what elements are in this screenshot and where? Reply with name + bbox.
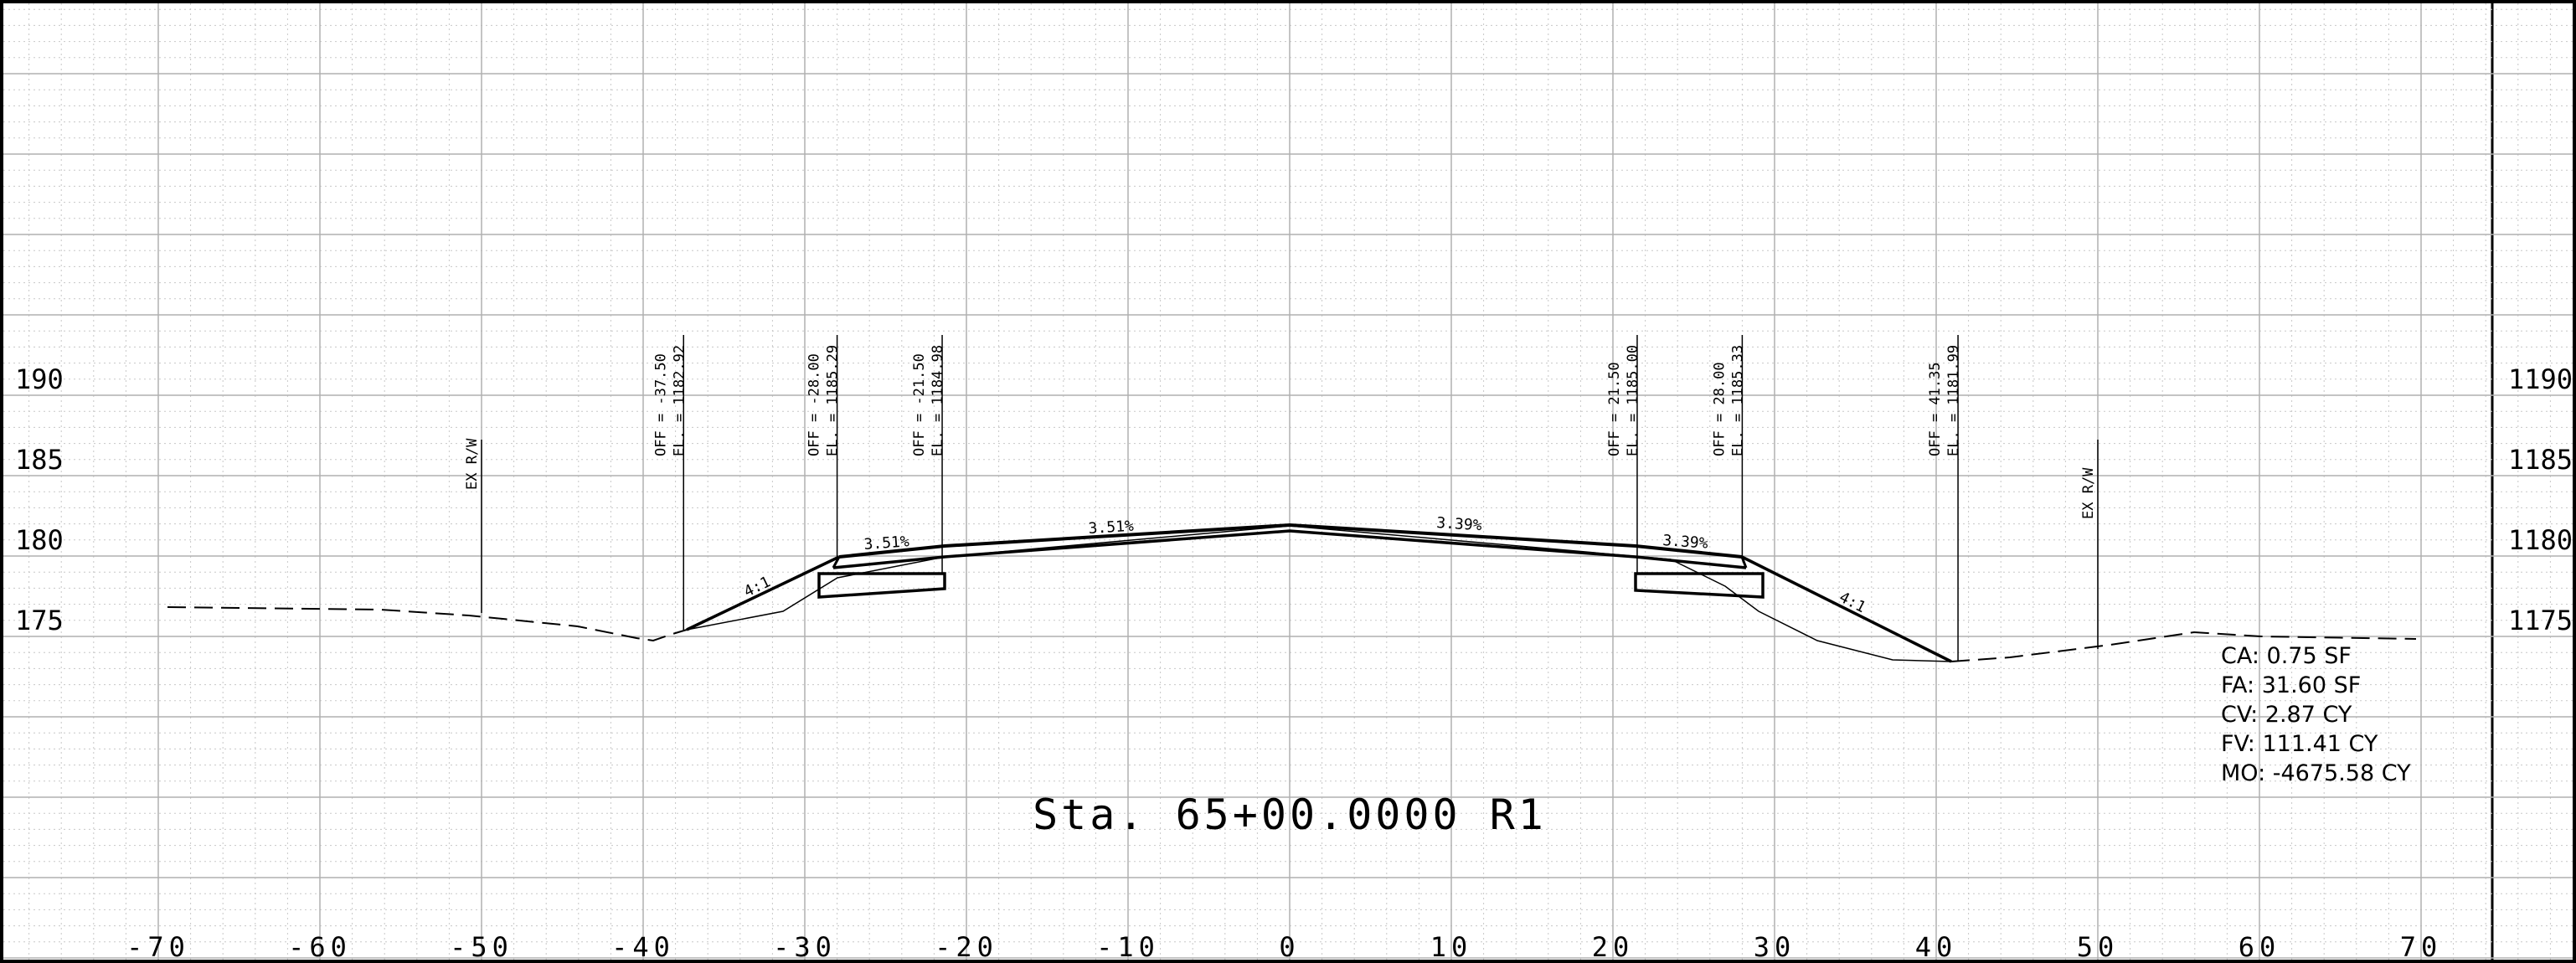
existing-ground-left-dashed	[167, 606, 688, 642]
station-marker-label: OFF = 28.00	[1711, 362, 1728, 456]
station-marker-label: EL. = 1181.99	[1945, 345, 1962, 456]
slope-labels: 3.51% 3.51% 3.39% 3.39% 4:1 4:1	[741, 514, 1868, 616]
elevation-label-left: 190	[15, 363, 64, 395]
station-marker-label: OFF = -21.50	[911, 353, 928, 456]
offset-tick-label: -10	[1096, 931, 1160, 963]
station-marker: OFF = 41.35 EL. = 1181.99	[1927, 335, 1962, 662]
offset-tick-label: 10	[1430, 931, 1473, 963]
station-marker: OFF = -21.50 EL. = 1184.98	[911, 335, 946, 574]
slope-label: 3.51%	[863, 533, 910, 554]
offset-tick-label: 20	[1592, 931, 1635, 963]
row-marker: EX R/W	[464, 438, 482, 613]
quantity-cv: CV: 2.87 CY	[2221, 702, 2352, 728]
station-marker: OFF = 28.00 EL. = 1185.33	[1711, 335, 1746, 557]
elevation-label-right: 1180	[2508, 524, 2573, 556]
existing-ground	[167, 525, 2417, 662]
station-marker-label: EL. = 1185.29	[825, 345, 842, 456]
row-marker: EX R/W	[2080, 440, 2099, 649]
station-marker: OFF = -28.00 EL. = 1185.29	[806, 335, 842, 557]
station-marker-label: EL. = 1185.00	[1625, 345, 1641, 456]
station-marker-label: EL. = 1182.92	[671, 345, 688, 456]
slope-label: 4:1	[1837, 589, 1869, 616]
offset-tick-label: 60	[2239, 931, 2281, 963]
elevation-axis-labels: 190 1190 185 1185 180 1180 175 1175	[15, 363, 2573, 636]
quantity-fv: FV: 111.41 CY	[2221, 731, 2378, 757]
offset-tick-label: -20	[935, 931, 998, 963]
slope-label: 3.39%	[1436, 514, 1483, 534]
offset-tick-label: 40	[1915, 931, 1958, 963]
elevation-label-right: 1185	[2508, 444, 2573, 476]
offset-elevation-markers: OFF = -37.50 EL. = 1182.92 OFF = -28.00 EL.…	[652, 335, 1962, 662]
elevation-label-left: 185	[15, 444, 64, 476]
elevation-label-right: 1190	[2508, 363, 2573, 395]
row-marker-label: EX R/W	[2080, 467, 2097, 519]
offset-tick-label: 50	[2077, 931, 2120, 963]
station-marker-label: OFF = -37.50	[652, 353, 669, 456]
row-marker-label: EX R/W	[464, 438, 481, 490]
offset-axis-labels: -70 -60 -50 -40 -30 -20 -10 0 10 20 30 40 50 60 70	[126, 931, 2443, 963]
pavement-bottom	[832, 529, 1747, 569]
slope-label: 3.51%	[1088, 518, 1135, 538]
grid-minor	[3, 3, 2573, 960]
slope-label: 3.39%	[1662, 532, 1709, 553]
elevation-label-right: 1175	[2508, 605, 2573, 636]
station-marker-label: OFF = 21.50	[1606, 362, 1623, 456]
left-shoulder-edge	[832, 556, 841, 569]
right-of-way-markers: EX R/W EX R/W	[464, 438, 2099, 649]
station-marker-label: OFF = -28.00	[806, 353, 823, 456]
offset-tick-label: 70	[2400, 931, 2443, 963]
slope-label: 4:1	[741, 573, 773, 600]
station-title: Sta. 65+00.0000 R1	[1033, 790, 1547, 839]
quantity-mo: MO: -4675.58 CY	[2221, 760, 2411, 786]
right-shoulder-edge	[1740, 556, 1748, 569]
fill-slope-right	[1741, 555, 1952, 663]
station-marker: OFF = -37.50 EL. = 1182.92	[652, 335, 688, 630]
station-marker-label: EL. = 1184.98	[930, 345, 946, 456]
right-curb-block	[1634, 572, 1765, 599]
offset-tick-label: -60	[288, 931, 352, 963]
offset-tick-label: -30	[773, 931, 837, 963]
elevation-label-left: 180	[15, 524, 64, 556]
elevation-label-left: 175	[15, 605, 64, 636]
station-marker-label: OFF = 41.35	[1927, 362, 1944, 456]
offset-tick-label: -50	[450, 931, 513, 963]
fill-slope-left	[686, 555, 840, 631]
quantity-fa: FA: 31.60 SF	[2221, 672, 2361, 698]
offset-tick-label: -40	[611, 931, 675, 963]
station-marker-label: EL. = 1185.33	[1729, 345, 1746, 456]
left-curb-block	[817, 572, 946, 599]
offset-tick-label: 0	[1279, 931, 1300, 963]
earthwork-quantities: CA: 0.75 SF FA: 31.60 SF CV: 2.87 CY FV:…	[2221, 643, 2411, 786]
design-surface	[686, 523, 1952, 663]
quantity-ca: CA: 0.75 SF	[2221, 643, 2352, 669]
station-marker: OFF = 21.50 EL. = 1185.00	[1606, 335, 1641, 574]
offset-tick-label: 30	[1754, 931, 1796, 963]
offset-tick-label: -70	[126, 931, 190, 963]
pavement-top	[838, 523, 1743, 559]
existing-ground-right-dashed	[1950, 631, 2417, 662]
